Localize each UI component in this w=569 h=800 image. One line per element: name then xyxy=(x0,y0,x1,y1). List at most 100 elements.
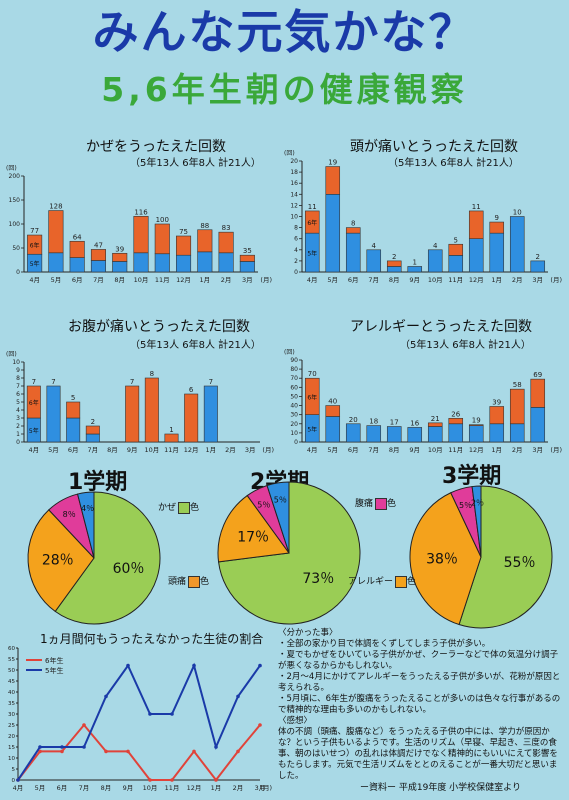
x-tick-label: 5月 xyxy=(327,276,338,284)
notes-item: ・5月頃に、6年生が腹痛をうったえることが多いのは色々な行事があるので精神的な理… xyxy=(278,694,561,715)
y-tick-label: 0 xyxy=(294,269,298,276)
y-tick-label: 5 xyxy=(16,399,20,406)
x-tick-label: 6月 xyxy=(348,446,359,454)
bar-value-label: 83 xyxy=(222,224,231,232)
pie-slice xyxy=(76,491,95,559)
line-point xyxy=(38,745,42,749)
bar-segment-grade5 xyxy=(176,254,192,273)
x-tick-label: 10月 xyxy=(143,784,158,792)
pie-slice-label: 2％ xyxy=(471,499,484,508)
bar-segment-grade5 xyxy=(509,423,525,443)
chart-title-allergy: アレルギーとうったえた回数 xyxy=(350,319,532,335)
series-label-grade6: 6年 xyxy=(30,242,40,250)
x-tick-label: 3月 xyxy=(245,446,256,454)
y-tick-label: 150 xyxy=(9,197,21,204)
x-tick-label: 10月 xyxy=(428,446,443,454)
bar-value-label: 17 xyxy=(390,419,399,427)
y-tick-label: 0 xyxy=(16,439,20,446)
bar-segment-grade6 xyxy=(304,210,320,234)
pie-slice-label: 60％ xyxy=(113,561,145,577)
bar-segment-grade5 xyxy=(427,426,443,443)
bar-value-label: 11 xyxy=(472,203,481,211)
bar-segment-grade6 xyxy=(125,385,140,443)
legend-label: 5年生 xyxy=(45,666,63,675)
bar-segment-grade6 xyxy=(144,377,159,443)
bar-value-label: 21 xyxy=(431,415,440,423)
bar-value-label: 2 xyxy=(536,253,540,261)
x-tick-label: 5月 xyxy=(48,446,59,454)
notes-item: ・夏でもかぜをひいている子供がかぜ、クーラーなどで体の気温分け調子が悪くなるから… xyxy=(278,650,559,671)
bar-value-label: 88 xyxy=(200,222,209,230)
x-tick-label: 9月 xyxy=(127,446,138,454)
y-tick-label: 35 xyxy=(8,701,15,707)
pie-slice xyxy=(266,481,290,554)
bar-segment-grade6 xyxy=(530,378,546,408)
series-label-grade6: 6年 xyxy=(29,399,39,407)
bar-segment-grade5 xyxy=(239,261,255,273)
y-tick-label: 10 xyxy=(290,214,298,221)
bar-segment-grade5 xyxy=(203,385,218,443)
y-tick-label: 60 xyxy=(290,384,298,391)
chart-note-stomach: （5年13人 6年8人 計21人） xyxy=(130,340,261,351)
y-tick-label: 8 xyxy=(16,375,20,382)
bar-value-label: 19 xyxy=(472,417,481,425)
x-tick-label: 1月 xyxy=(491,276,502,284)
bar-segment-grade6 xyxy=(66,401,81,419)
x-tick-label: 12月 xyxy=(469,446,484,454)
bar-value-label: 4 xyxy=(372,242,377,250)
y-tick-label: 55 xyxy=(8,657,15,663)
bar-segment-grade6 xyxy=(239,254,255,262)
line-point xyxy=(192,749,196,754)
x-tick-label: 5月 xyxy=(327,446,338,454)
x-tick-label: 1月 xyxy=(491,446,502,454)
bar-value-label: 7 xyxy=(130,378,134,386)
y-tick-label: 45 xyxy=(8,679,15,685)
line-point xyxy=(60,749,64,754)
y-tick-label: 80 xyxy=(290,366,298,373)
line-series-grade6 xyxy=(17,723,261,782)
y-tick-label: 8 xyxy=(294,225,298,232)
bar-segment-grade6 xyxy=(184,393,199,443)
x-tick-label: 3月 xyxy=(242,276,253,284)
line-point xyxy=(214,778,218,782)
y-tick-label: 60 xyxy=(8,646,15,652)
bar-segment-grade6 xyxy=(48,210,64,254)
bar-value-label: 4 xyxy=(433,242,438,250)
y-tick-label: 12 xyxy=(290,202,298,209)
line-point xyxy=(236,749,240,754)
line-point xyxy=(126,749,130,754)
bar-segment-grade6 xyxy=(304,377,320,415)
notes-section: 〈分かった事〉 ・全部の家かり目で体調をくずしてしまう子供が多い。 ・夏でもかぜ… xyxy=(278,628,563,782)
x-tick-label: 5月 xyxy=(35,784,46,792)
line-point xyxy=(170,778,174,782)
bar-segment-grade5 xyxy=(489,423,505,443)
x-unit-label: (月) xyxy=(550,276,562,284)
x-tick-label: 9月 xyxy=(409,276,420,284)
x-tick-label: 6月 xyxy=(68,446,79,454)
bar-segment-grade6 xyxy=(448,243,464,256)
pie-slice xyxy=(458,485,553,629)
bar-segment-grade5 xyxy=(46,385,61,443)
bar-value-label: 1 xyxy=(413,258,417,266)
x-tick-label: 7月 xyxy=(93,276,104,284)
bar-segment-grade5 xyxy=(509,216,525,273)
x-tick-label: 2月 xyxy=(512,276,523,284)
bar-segment-grade6 xyxy=(325,405,341,417)
y-tick-label: 4 xyxy=(16,407,20,414)
x-tick-label: 1月 xyxy=(199,276,210,284)
bar-segment-grade5 xyxy=(66,417,81,443)
bar-segment-grade5 xyxy=(48,252,64,273)
bar-value-label: 6 xyxy=(189,386,194,394)
y-tick-label: 200 xyxy=(9,173,21,180)
bar-segment-grade6 xyxy=(112,252,128,262)
x-tick-label: 3月 xyxy=(532,446,543,454)
line-chart-no-complaint: 0 5 10 15 20 25 30 35 40 45 50 55 60 4月 5月 6月 7月 8月 9月 10月 1… xyxy=(8,646,272,792)
chart-title-line: 1ヵ月間何もうったえなかった生徒の割合 xyxy=(40,632,264,646)
bar-value-label: 39 xyxy=(115,245,124,253)
bar-segment-grade6 xyxy=(427,422,443,427)
series-label-grade5: 5年 xyxy=(30,260,40,268)
bar-segment-grade5 xyxy=(345,232,361,273)
x-tick-label: 8月 xyxy=(389,446,400,454)
bar-segment-grade6 xyxy=(26,385,41,419)
y-tick-label: 2 xyxy=(16,423,20,430)
